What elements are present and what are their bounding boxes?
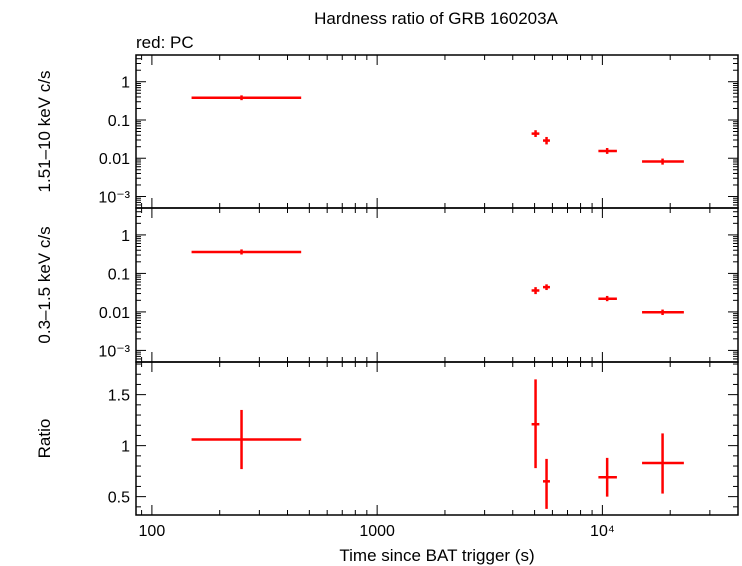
- data-point: [191, 95, 302, 101]
- y-tick-label: 10⁻³: [98, 189, 130, 206]
- data-point: [531, 379, 540, 469]
- panel-hard: 1 0.1 0.01 10⁻³ 1.51–10 keV c/s: [35, 54, 739, 209]
- y-axis-label: 0.3–1.5 keV c/s: [35, 226, 54, 343]
- data-point: [543, 284, 550, 291]
- y-tick-label: 1: [121, 75, 130, 92]
- data-point: [598, 295, 617, 302]
- data-point: [531, 287, 540, 295]
- data-point: [598, 148, 617, 154]
- panel-frame: [135, 361, 739, 516]
- y-tick-label: 0.5: [108, 490, 130, 507]
- data-point: [642, 433, 684, 494]
- y-tick-label: 0.01: [99, 305, 130, 322]
- data-point: [531, 130, 540, 137]
- x-tick-label: 100: [139, 523, 166, 540]
- panels: 1 0.1 0.01 10⁻³ 1.51–10 keV c/s 1 0.1 0.01 10⁻³ 0…: [35, 54, 739, 540]
- panel-frame: [135, 54, 739, 209]
- data-point: [191, 249, 302, 255]
- y-axis-label: 1.51–10 keV c/s: [35, 71, 54, 193]
- data-point: [543, 458, 550, 509]
- data-point: [598, 457, 617, 497]
- x-tick-label: 10⁴: [590, 523, 615, 540]
- y-tick-label: 0.1: [108, 266, 130, 283]
- data-point: [191, 409, 302, 470]
- x-tick-label: 1000: [359, 523, 395, 540]
- chart-subtitle: red: PC: [136, 33, 194, 52]
- data-point: [642, 158, 684, 165]
- panel-frame: [135, 207, 739, 363]
- y-axis-label: Ratio: [35, 419, 54, 459]
- data-point: [642, 309, 684, 316]
- y-tick-label: 1: [121, 439, 130, 456]
- x-axis-label: Time since BAT trigger (s): [339, 546, 534, 565]
- y-tick-label: 0.01: [99, 151, 130, 168]
- y-tick-label: 1: [121, 228, 130, 245]
- y-tick-label: 0.1: [108, 113, 130, 130]
- y-tick-label: 1.5: [108, 388, 130, 405]
- chart-title: Hardness ratio of GRB 160203A: [314, 9, 558, 28]
- panel-ratio: 1.510.5Ratio100100010⁴10⁵: [35, 361, 739, 540]
- panel-soft: 1 0.1 0.01 10⁻³ 0.3–1.5 keV c/s: [35, 207, 739, 363]
- data-point: [543, 136, 550, 145]
- y-tick-label: 10⁻³: [98, 343, 130, 360]
